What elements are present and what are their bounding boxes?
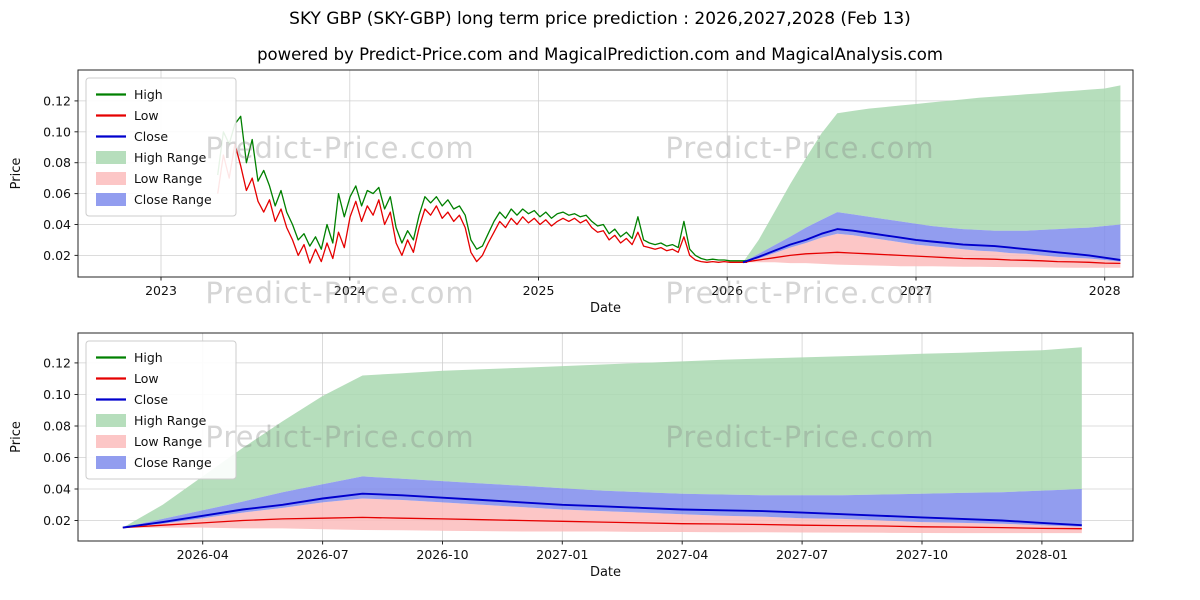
svg-text:0.10: 0.10 xyxy=(43,124,71,139)
close-forecast-line xyxy=(742,228,1121,264)
high-line xyxy=(217,115,748,262)
svg-text:High: High xyxy=(134,87,163,102)
close-forecast-line xyxy=(122,492,1082,529)
low-forecast-line xyxy=(742,251,1121,265)
svg-text:0.02: 0.02 xyxy=(43,248,71,263)
svg-text:2025: 2025 xyxy=(523,283,555,298)
svg-text:2026-10: 2026-10 xyxy=(416,547,468,562)
low-line xyxy=(217,143,748,264)
svg-text:2026-07: 2026-07 xyxy=(296,547,348,562)
low-range-band xyxy=(743,233,1121,268)
y-axis: 0.02 0.04 0.06 0.08 0.10 0.12 xyxy=(43,355,78,528)
svg-text:0.08: 0.08 xyxy=(43,155,71,170)
svg-text:0.12: 0.12 xyxy=(43,355,71,370)
high-range-band xyxy=(743,85,1121,263)
y-axis: 0.02 0.04 0.06 0.08 0.10 0.12 xyxy=(43,93,78,263)
svg-text:2028-01: 2028-01 xyxy=(1016,547,1068,562)
svg-text:2028: 2028 xyxy=(1089,283,1121,298)
x-axis: 2026-04 2026-07 2026-10 2027-01 2027-04 2027-… xyxy=(177,541,1068,562)
svg-text:High: High xyxy=(134,350,163,365)
svg-text:Low: Low xyxy=(134,371,159,386)
svg-text:2027-10: 2027-10 xyxy=(896,547,948,562)
legend: High Low Close High Range Low Range Close Ran… xyxy=(85,340,237,480)
legend: High Low Close High Range Low Range Close Ran… xyxy=(85,77,237,217)
chart-subtitle: powered by Predict-Price.com and Magical… xyxy=(257,45,943,64)
svg-text:2027-01: 2027-01 xyxy=(536,547,588,562)
svg-text:Low Range: Low Range xyxy=(134,434,203,449)
svg-text:Low: Low xyxy=(134,108,159,123)
x-axis-label: Date xyxy=(590,301,621,316)
low-range-band xyxy=(122,498,1082,534)
svg-text:0.04: 0.04 xyxy=(43,217,71,232)
svg-text:0.06: 0.06 xyxy=(43,186,71,201)
svg-text:2024: 2024 xyxy=(334,283,366,298)
svg-text:2027: 2027 xyxy=(900,283,932,298)
svg-text:2026-04: 2026-04 xyxy=(177,547,229,562)
svg-text:2027-07: 2027-07 xyxy=(776,547,828,562)
top-chart: 0.02 0.04 0.06 0.08 0.10 0.12 2023 2024 2025 2026… xyxy=(9,69,1134,316)
high-range-band xyxy=(122,347,1082,528)
svg-text:High Range: High Range xyxy=(134,150,207,165)
low-forecast-line xyxy=(122,516,1082,530)
svg-text:Close: Close xyxy=(134,392,168,407)
svg-text:High Range: High Range xyxy=(134,413,207,428)
y-axis-label: Price xyxy=(9,158,24,190)
chart-title: SKY GBP (SKY-GBP) long term price predic… xyxy=(289,9,911,29)
svg-text:2027-04: 2027-04 xyxy=(656,547,708,562)
svg-text:Close Range: Close Range xyxy=(134,192,212,207)
svg-text:Low Range: Low Range xyxy=(134,171,203,186)
svg-text:0.04: 0.04 xyxy=(43,482,71,497)
svg-text:0.10: 0.10 xyxy=(43,387,71,402)
svg-text:Close Range: Close Range xyxy=(134,455,212,470)
plot-border xyxy=(77,69,1134,278)
x-axis-label: Date xyxy=(590,565,621,580)
x-axis: 2023 2024 2025 2026 2027 2028 xyxy=(145,277,1121,298)
svg-text:0.12: 0.12 xyxy=(43,93,71,108)
svg-text:0.08: 0.08 xyxy=(43,419,71,434)
svg-text:2026: 2026 xyxy=(711,283,743,298)
svg-text:2023: 2023 xyxy=(145,283,177,298)
svg-text:Close: Close xyxy=(134,129,168,144)
y-axis-label: Price xyxy=(9,421,24,453)
svg-text:0.02: 0.02 xyxy=(43,513,71,528)
plot-border xyxy=(77,332,1134,542)
svg-text:0.06: 0.06 xyxy=(43,450,71,465)
